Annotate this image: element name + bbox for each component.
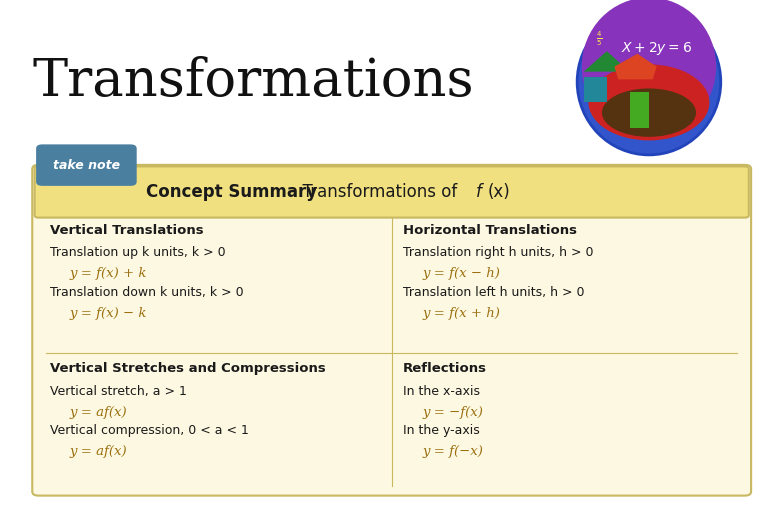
Text: Translation down k units, k > 0: Translation down k units, k > 0 [50,286,243,298]
Text: In the x-axis: In the x-axis [403,385,480,398]
FancyBboxPatch shape [36,144,137,186]
Text: Translation right h units, h > 0: Translation right h units, h > 0 [403,246,594,260]
Text: Transformations of: Transformations of [292,183,462,201]
Polygon shape [584,51,630,72]
Text: Translation left h units, h > 0: Translation left h units, h > 0 [403,286,584,298]
Text: take note: take note [53,159,120,172]
Polygon shape [614,54,657,79]
Text: Translation up k units, k > 0: Translation up k units, k > 0 [50,246,226,260]
Text: y = af(x): y = af(x) [69,406,127,418]
Text: Vertical stretch, a > 1: Vertical stretch, a > 1 [50,385,187,398]
Text: Vertical compression, 0 < a < 1: Vertical compression, 0 < a < 1 [50,424,249,437]
Text: f: f [476,183,482,201]
Text: y = af(x): y = af(x) [69,445,127,458]
Text: Transformations: Transformations [32,56,475,108]
Ellipse shape [588,65,710,140]
Text: Vertical Stretches and Compressions: Vertical Stretches and Compressions [50,362,326,375]
Text: Concept Summary: Concept Summary [146,183,317,201]
FancyBboxPatch shape [32,165,751,496]
Ellipse shape [602,89,696,137]
Polygon shape [584,77,607,102]
Ellipse shape [582,0,717,136]
Text: (x): (x) [488,183,511,201]
Text: y = −f(x): y = −f(x) [422,406,483,418]
Text: y = f(−x): y = f(−x) [422,445,483,458]
FancyBboxPatch shape [35,166,749,218]
Text: In the y-axis: In the y-axis [403,424,480,437]
Text: y = f(x − h): y = f(x − h) [422,267,500,280]
Text: $X + 2y = 6$: $X + 2y = 6$ [621,40,692,57]
Ellipse shape [578,9,720,155]
Text: $\frac{4}{5}$: $\frac{4}{5}$ [596,29,602,48]
Text: y = f(x + h): y = f(x + h) [422,307,500,319]
Polygon shape [630,92,649,128]
Text: y = f(x) − k: y = f(x) − k [69,307,147,319]
Text: Horizontal Translations: Horizontal Translations [403,224,578,237]
Text: Vertical Translations: Vertical Translations [50,224,204,237]
Text: Reflections: Reflections [403,362,487,375]
Text: y = f(x) + k: y = f(x) + k [69,267,147,280]
